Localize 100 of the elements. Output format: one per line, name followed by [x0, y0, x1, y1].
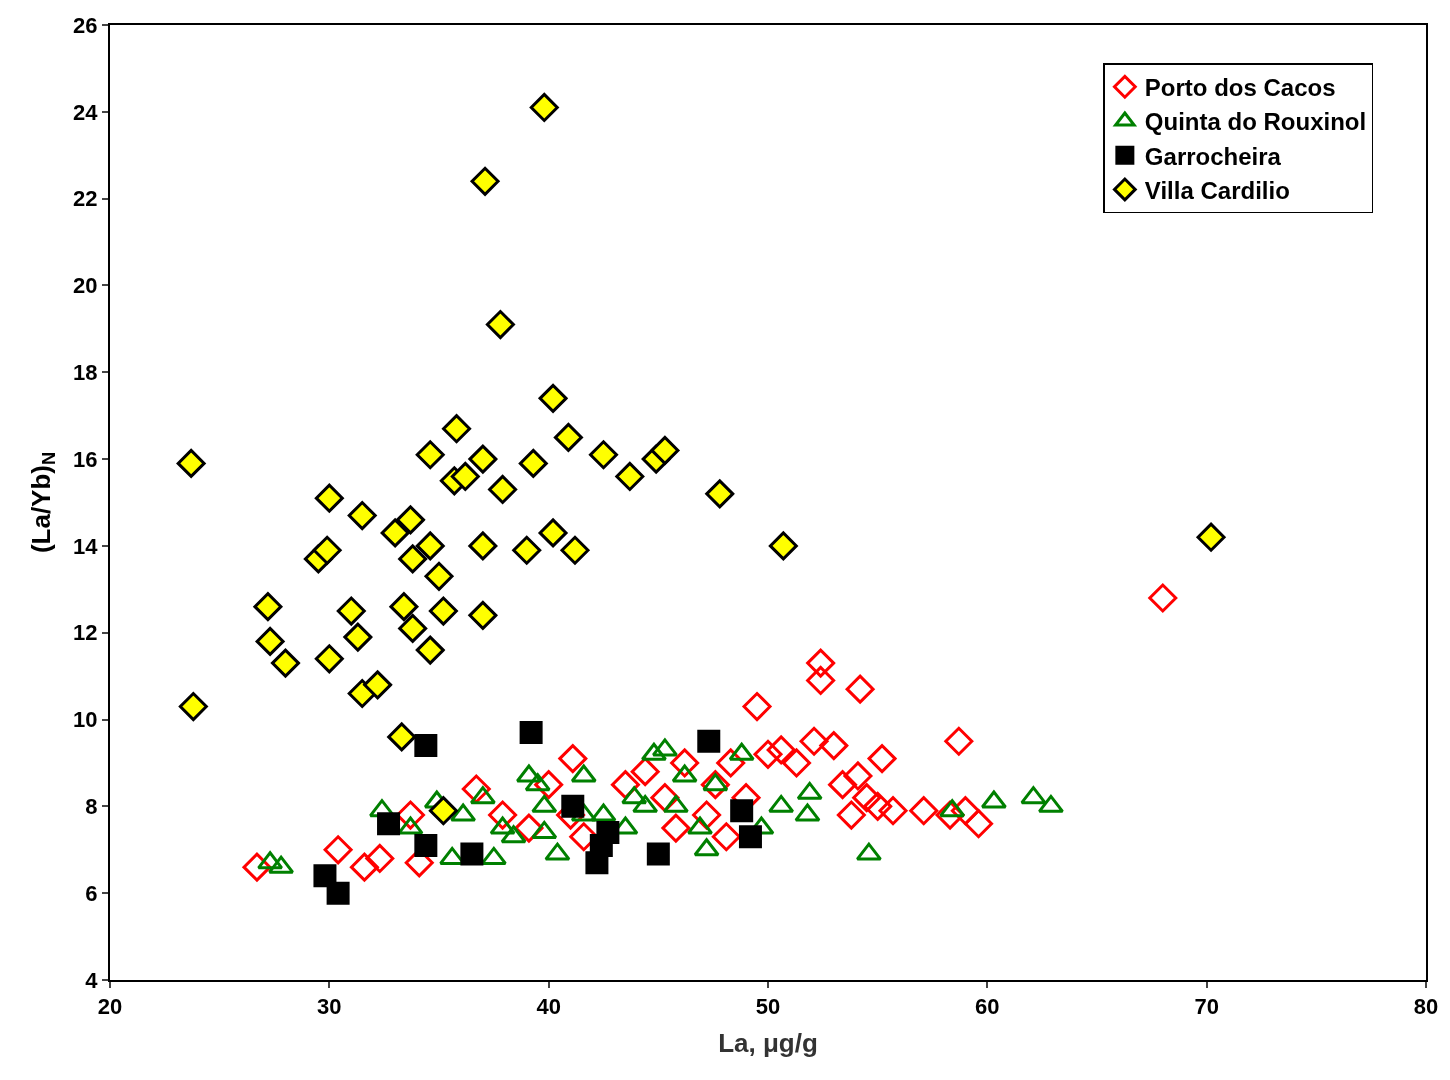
point: [313, 864, 337, 888]
point: [670, 748, 700, 778]
point: [828, 770, 858, 800]
point: [387, 722, 417, 752]
y-tick-label: 6: [85, 880, 98, 906]
point: [738, 825, 762, 849]
point: [950, 796, 980, 826]
legend-label: Porto dos Cacos: [1144, 74, 1336, 102]
point: [852, 783, 882, 813]
point: [460, 842, 484, 866]
point: [468, 531, 498, 561]
point: [314, 644, 344, 674]
point: [529, 92, 559, 122]
point: [1148, 583, 1178, 613]
y-tick-label: 24: [73, 99, 99, 125]
point: [909, 796, 939, 826]
point: [845, 674, 875, 704]
point: [415, 635, 445, 665]
x-axis-title: La, μg/g: [718, 1027, 818, 1058]
point: [697, 729, 721, 753]
y-tick-label: 20: [73, 273, 98, 299]
point: [843, 761, 873, 791]
point: [711, 822, 741, 852]
point: [730, 799, 754, 823]
point: [742, 692, 772, 722]
y-tick-label: 18: [73, 359, 98, 385]
legend-label: Quinta do Rouxinol: [1144, 108, 1367, 136]
y-tick-label: 12: [73, 620, 98, 646]
legend-label: Villa Cardilio: [1144, 176, 1290, 204]
point: [753, 739, 783, 769]
point: [349, 852, 379, 882]
point: [964, 809, 994, 839]
point: [347, 501, 377, 531]
y-tick-label: 22: [73, 186, 98, 212]
point: [414, 734, 438, 758]
point: [442, 414, 472, 444]
point: [428, 796, 458, 826]
point: [806, 648, 836, 678]
point: [312, 535, 342, 565]
point: [561, 794, 585, 818]
point: [389, 592, 419, 622]
y-tick-label: 4: [85, 967, 99, 993]
point: [661, 813, 691, 843]
point: [538, 518, 568, 548]
point: [270, 648, 300, 678]
x-tick-label: 60: [975, 994, 1000, 1020]
point: [468, 444, 498, 474]
x-tick-label: 30: [317, 994, 342, 1020]
point: [569, 822, 599, 852]
point: [1196, 522, 1226, 552]
x-tick-label: 70: [1194, 994, 1219, 1020]
point: [705, 479, 735, 509]
point: [878, 796, 908, 826]
point: [589, 440, 618, 470]
point: [253, 592, 283, 622]
point: [560, 535, 590, 565]
point: [326, 881, 350, 905]
point: [428, 596, 458, 626]
point: [630, 757, 660, 787]
point: [650, 435, 680, 465]
y-tick-label: 26: [73, 12, 98, 38]
point: [424, 561, 454, 591]
point: [377, 812, 401, 836]
point: [415, 440, 445, 470]
x-tick-label: 40: [536, 994, 561, 1020]
point: [323, 835, 353, 865]
point: [363, 670, 393, 700]
point: [470, 166, 500, 196]
point: [415, 531, 445, 561]
point: [365, 843, 395, 873]
point: [488, 800, 518, 830]
point: [782, 748, 812, 778]
point: [806, 665, 836, 695]
legend-label: Garrocheira: [1144, 142, 1282, 170]
y-tick-label: 10: [73, 707, 98, 733]
y-tick-label: 16: [73, 446, 98, 472]
point: [450, 461, 480, 491]
y-tick-label: 14: [73, 533, 99, 559]
point: [596, 820, 620, 844]
point: [398, 613, 428, 643]
point: [538, 383, 568, 413]
point: [380, 518, 410, 548]
point: [519, 721, 543, 745]
point: [867, 744, 897, 774]
point: [863, 791, 893, 821]
point: [395, 505, 425, 535]
x-tick-label: 50: [755, 994, 781, 1020]
point: [414, 833, 438, 857]
point: [255, 626, 285, 656]
point: [646, 842, 670, 866]
point: [518, 448, 548, 478]
point: [836, 800, 866, 830]
point: [343, 622, 373, 652]
point: [485, 310, 515, 340]
x-tick-label: 80: [1413, 994, 1439, 1020]
point: [553, 422, 583, 452]
point: [766, 735, 796, 765]
point: [819, 731, 849, 761]
point: [512, 535, 542, 565]
point: [615, 461, 645, 491]
